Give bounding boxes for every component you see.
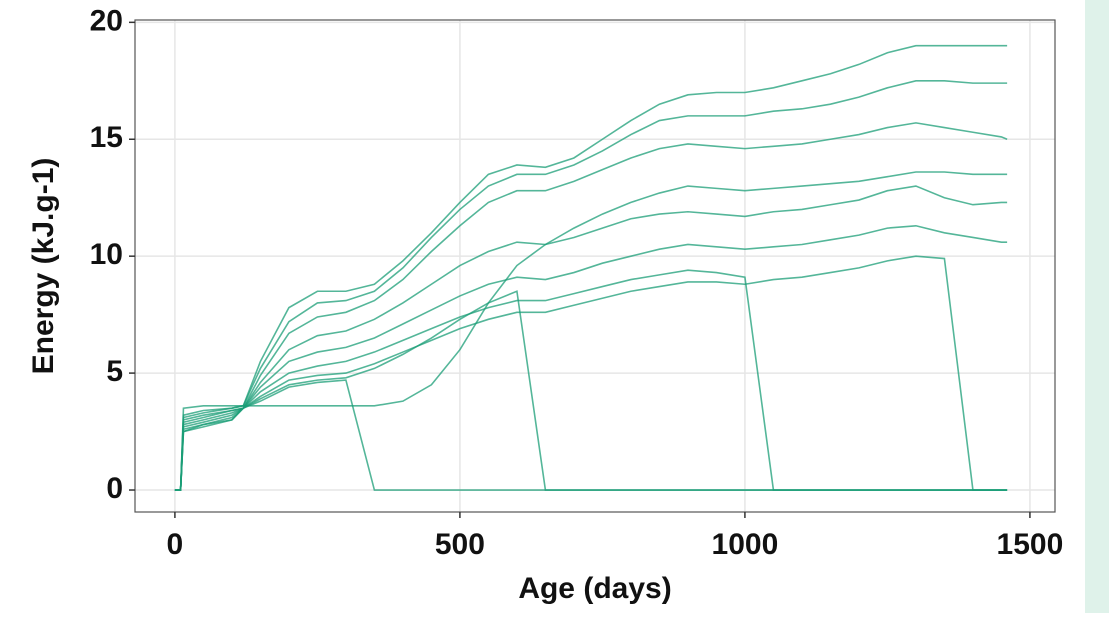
y-tick-label: 20 xyxy=(90,4,123,37)
series-line xyxy=(174,224,1008,491)
y-tick-label: 10 xyxy=(90,238,123,271)
y-axis-title: Energy (kJ.g-1) xyxy=(27,158,60,375)
series-line xyxy=(174,255,1008,491)
side-panel xyxy=(1085,0,1109,613)
x-tick-label: 0 xyxy=(167,528,184,561)
y-tick-label: 0 xyxy=(106,472,123,505)
series-line xyxy=(174,44,1008,491)
x-tick-label: 1500 xyxy=(997,528,1064,561)
series-line xyxy=(174,122,1008,491)
series-line xyxy=(174,379,1008,491)
series-line xyxy=(174,185,1008,491)
x-tick-label: 500 xyxy=(435,528,485,561)
plot-border xyxy=(134,19,1056,513)
series-line xyxy=(174,79,1008,491)
x-tick-label: 1000 xyxy=(712,528,779,561)
y-tick-label: 15 xyxy=(90,121,123,154)
x-axis-title: Age (days) xyxy=(518,572,671,605)
series-line xyxy=(174,171,1008,491)
y-tick-label: 5 xyxy=(106,355,123,388)
